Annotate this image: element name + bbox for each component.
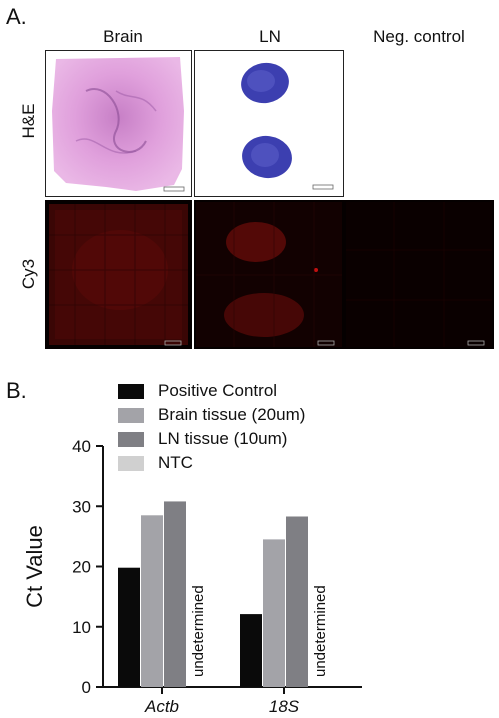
- legend-label: LN tissue (10um): [158, 429, 288, 448]
- cy3-ln-image: [194, 200, 344, 349]
- cy3-brain-image: [45, 200, 192, 349]
- legend-swatch: [118, 384, 144, 399]
- legend-label: Brain tissue (20um): [158, 405, 306, 424]
- cy3-neg-control-image: [344, 200, 494, 349]
- legend-label: NTC: [158, 453, 193, 472]
- y-tick-label: 20: [72, 558, 91, 577]
- column-label-neg-control: Neg. control: [373, 27, 465, 46]
- cy3-ln-signal: [196, 202, 342, 347]
- undetermined-annotation: undetermined: [312, 585, 329, 677]
- legend-swatch: [118, 456, 144, 471]
- x-tick-label: Actb: [144, 697, 179, 716]
- bar: [141, 515, 163, 687]
- panel-a-letter: A.: [6, 4, 27, 29]
- he-brain-image: [45, 50, 192, 197]
- lymph-node-sections: [241, 62, 334, 190]
- legend-swatch: [118, 408, 144, 423]
- panel-b-letter: B.: [6, 378, 27, 403]
- bar: [263, 539, 285, 687]
- he-ln-image: [194, 50, 344, 197]
- column-label-brain: Brain: [103, 27, 143, 46]
- undetermined-annotation: undetermined: [190, 585, 207, 677]
- legend-swatch: [118, 432, 144, 447]
- cy3-brain-signal: [49, 204, 188, 346]
- column-label-ln: LN: [259, 27, 281, 46]
- he-neg-control-blank: [344, 50, 494, 197]
- y-tick-label: 30: [72, 497, 91, 516]
- brain-tissue-section: [52, 57, 185, 192]
- y-tick-label: 0: [82, 678, 91, 697]
- y-axis-title: Ct Value: [22, 525, 47, 608]
- bar: [164, 501, 186, 687]
- legend-label: Positive Control: [158, 381, 278, 400]
- cy3-neg-control-signal: [346, 202, 492, 347]
- y-tick-label: 40: [72, 437, 91, 456]
- x-tick-label: 18S: [269, 697, 300, 716]
- bar: [118, 567, 140, 687]
- bar: [240, 614, 262, 687]
- y-tick-label: 10: [72, 618, 91, 637]
- bar: [286, 516, 308, 687]
